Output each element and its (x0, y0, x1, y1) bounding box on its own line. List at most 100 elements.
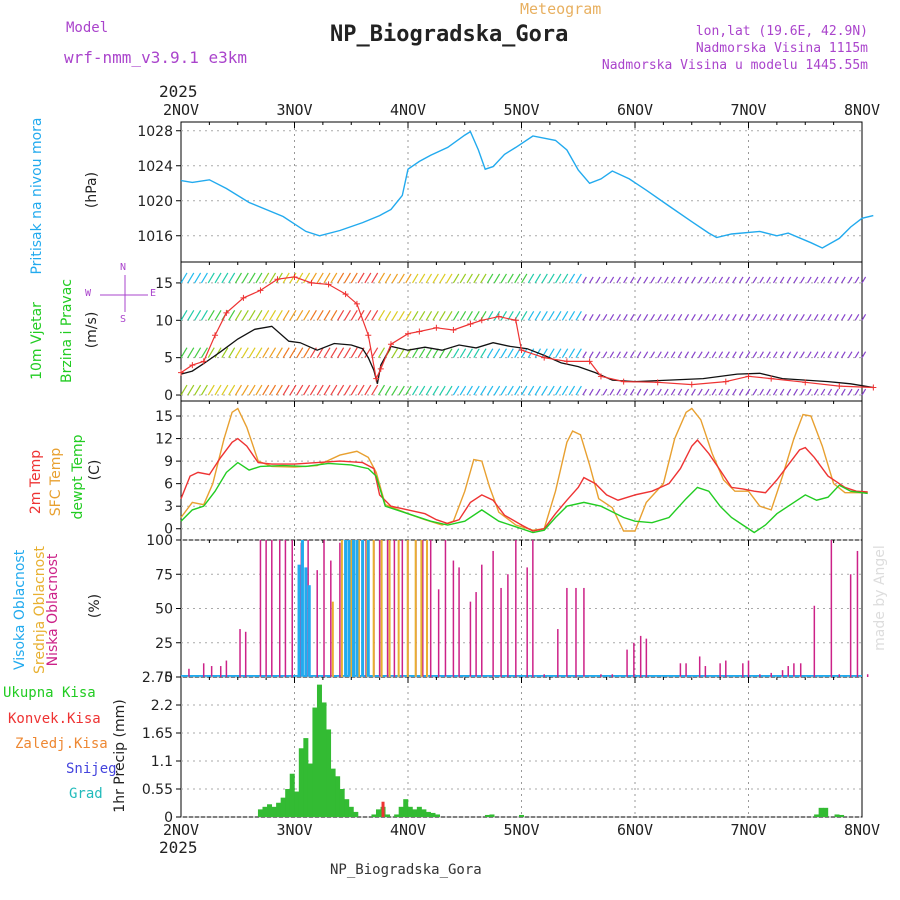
y-tick-label: 75 (155, 567, 173, 583)
precip-total-bar (339, 789, 345, 817)
precip-total-bar (371, 814, 377, 817)
wind-barb (861, 276, 867, 284)
wind-barb (759, 313, 764, 321)
wind-barb (854, 351, 860, 358)
wind-barb (330, 272, 338, 284)
wind-barb (473, 348, 480, 358)
precip-total-bar (398, 806, 404, 817)
wind-barb (779, 388, 785, 396)
cloud-low-bar (719, 663, 721, 677)
wind-barb (568, 310, 576, 321)
wind-barb (602, 388, 608, 396)
cloud-low-bar (742, 663, 744, 677)
wind-gust-marker (240, 294, 247, 301)
y-tick-label: 0 (164, 670, 173, 686)
wind-barb (752, 313, 758, 321)
wind-barb (704, 276, 710, 284)
wind-barb (275, 347, 283, 358)
wind-barb (452, 348, 460, 358)
wind-barb (316, 272, 324, 284)
y-tick-label: 100 (146, 533, 173, 549)
wind-barb (343, 384, 351, 396)
wind-barb (582, 351, 587, 358)
wind-barb (364, 272, 372, 284)
sfc-temp-line (180, 407, 868, 532)
y-tick-label: 0.55 (142, 782, 173, 798)
cloud-low-bar (611, 674, 614, 677)
wind-gust-marker (586, 358, 593, 365)
cloud-high-bar (304, 567, 308, 677)
wind-barb (527, 273, 535, 284)
wind-barb (180, 309, 188, 321)
wind-barb (561, 348, 569, 358)
wind-gust-marker (377, 365, 384, 372)
cloud-mid-bar (340, 540, 343, 677)
wind-barb (616, 388, 621, 396)
cloud-low-bar (787, 666, 789, 677)
wind-barb (752, 351, 758, 358)
wind-barb (636, 351, 642, 358)
wind-barb (629, 276, 635, 284)
wind-barb (262, 309, 270, 321)
wind-gust-marker (373, 375, 380, 382)
wind-barb (793, 388, 799, 396)
wind-barb (623, 351, 628, 358)
x-tick-label-top: 2NOV (163, 101, 199, 119)
cloud-mid-bar (349, 540, 352, 677)
wind-barb (609, 351, 615, 358)
y-tick-label: 6 (164, 477, 173, 493)
wind-barb (296, 384, 304, 396)
cloud-low-bar (830, 540, 833, 677)
wind-barb (861, 313, 867, 321)
wind-barb (670, 388, 676, 396)
wind-barb (800, 388, 805, 396)
lonlat-label: lon,lat (19.6E, 42.9N) (695, 24, 868, 39)
y-tick-label: 2.75 (142, 670, 173, 686)
cloud-low-bar (271, 540, 273, 677)
precip-total-bar (267, 804, 273, 817)
wind-barb (459, 273, 467, 284)
precip-total-bar (412, 809, 418, 817)
wind-barb (670, 276, 676, 284)
wind-barb (180, 272, 188, 284)
cloud-low-bar (244, 631, 247, 677)
wind-legend-e: E (150, 288, 157, 299)
cloud-low-bar (645, 638, 648, 677)
x-tick-label-bottom: 3NOV (276, 821, 312, 839)
wind-barb (473, 273, 480, 284)
cloud-unit: (%) (87, 593, 103, 619)
wind-barb (582, 388, 587, 396)
wind-barb (732, 313, 737, 321)
wind-barb (459, 348, 467, 358)
wind-barb (371, 309, 379, 321)
cloud-low-bar (725, 660, 727, 677)
wind-barb (820, 313, 826, 321)
precip-total-label: Ukupna Kisa (3, 685, 96, 701)
cloud-low-bar (475, 592, 477, 677)
cloud-low-bar (813, 605, 816, 677)
wind-barb (371, 272, 379, 284)
wind-barb (316, 347, 324, 358)
model-label: Model (66, 20, 109, 36)
x-tick-label-bottom: 4NOV (390, 821, 426, 839)
cloud-high-bar (355, 540, 359, 677)
wind-barb (248, 309, 256, 321)
wind-barb (207, 309, 215, 321)
wind-barb (691, 351, 696, 358)
cloud-low-bar (500, 587, 502, 677)
precip-conv-label: Konvek.Kisa (8, 711, 101, 727)
wind-barb (221, 347, 229, 358)
cloud-high-label: Visoka Oblacnost (12, 549, 28, 670)
wind-barb (269, 272, 277, 284)
footer-station: NP_Biogradska_Gora (330, 862, 482, 878)
x-tick-label-top: 5NOV (503, 101, 539, 119)
wind-barb (786, 276, 792, 284)
wind-barb (323, 309, 331, 321)
wind-barb (384, 273, 392, 284)
wind-barb (200, 272, 208, 284)
wind-barb (330, 309, 338, 321)
wind-barb (786, 388, 792, 396)
wind-barb (650, 388, 656, 396)
precip-total-bar (430, 812, 436, 817)
cloud-low-bar (422, 540, 424, 677)
